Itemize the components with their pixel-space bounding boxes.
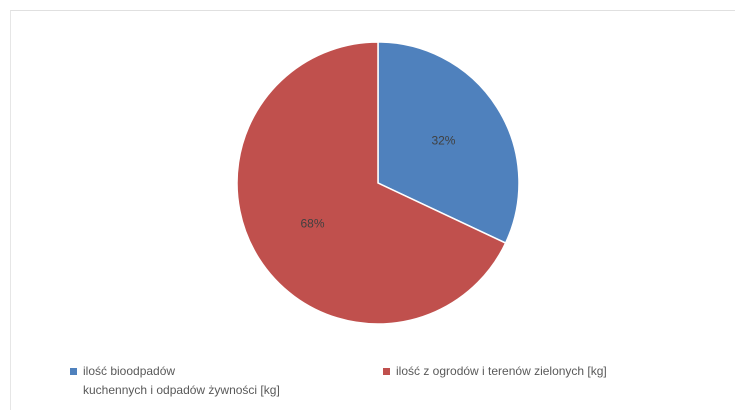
legend-label-line1: ilość z ogrodów i terenów zielonych [kg] [396,364,607,378]
chart-frame [10,10,735,410]
legend-item-ogrody: ilość z ogrodów i terenów zielonych [kg] [383,362,723,381]
pie-slice-label-2: 68% [301,217,325,231]
pie-slice-1 [377,41,520,245]
pie-slice-2 [236,41,507,325]
legend-label-line1: ilość bioodpadów [83,364,176,378]
pie-slice-label-1: 32% [431,134,455,148]
legend-item-bioodpady: ilość bioodpadów kuchennych i odpadów ży… [70,362,370,400]
legend-swatch-ogrody [383,368,390,375]
legend: ilość bioodpadów kuchennych i odpadów ży… [0,362,737,412]
legend-swatch-bioodpady [70,368,77,375]
legend-label-line2: kuchennych i odpadów żywności [kg] [83,383,280,397]
